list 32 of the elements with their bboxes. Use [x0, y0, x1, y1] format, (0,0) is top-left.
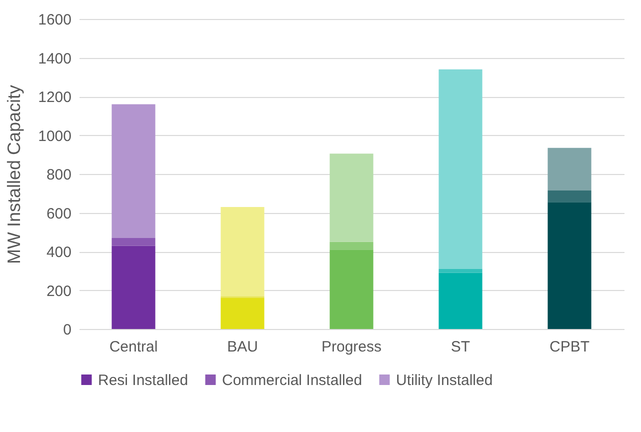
x-tick-label: BAU	[227, 338, 258, 356]
x-tick-label: Central	[109, 338, 158, 356]
y-tick-label: 1400	[38, 50, 72, 68]
bar	[112, 246, 156, 329]
x-tick-label: ST	[450, 338, 470, 356]
bar	[220, 298, 264, 329]
legend-label: Commercial Installed	[222, 372, 362, 389]
bar	[438, 268, 482, 273]
y-tick-label: 1600	[38, 12, 72, 28]
bar	[438, 272, 482, 329]
bar	[220, 206, 264, 296]
x-tick-label: Progress	[321, 338, 382, 356]
y-tick-label: 1000	[38, 128, 72, 145]
bar	[548, 202, 592, 329]
y-tick-label: 400	[46, 244, 72, 261]
bar	[330, 154, 374, 242]
bar	[548, 190, 592, 202]
bar	[438, 69, 482, 269]
bar	[548, 148, 592, 190]
y-tick-label: 600	[46, 205, 72, 222]
bar	[112, 104, 156, 238]
x-tick-label: CPBT	[549, 338, 590, 356]
legend-label: Utility Installed	[396, 372, 493, 389]
y-tick-label: 800	[46, 166, 72, 184]
y-tick-label: 1200	[38, 89, 72, 106]
bar	[112, 238, 156, 246]
y-tick-label: 200	[46, 282, 72, 300]
legend-label: Resi Installed	[98, 372, 188, 389]
bar	[330, 250, 374, 329]
bar	[330, 242, 374, 250]
y-tick-label: 0	[63, 322, 72, 338]
y-axis-title: MW Installed Capacity	[4, 84, 24, 264]
